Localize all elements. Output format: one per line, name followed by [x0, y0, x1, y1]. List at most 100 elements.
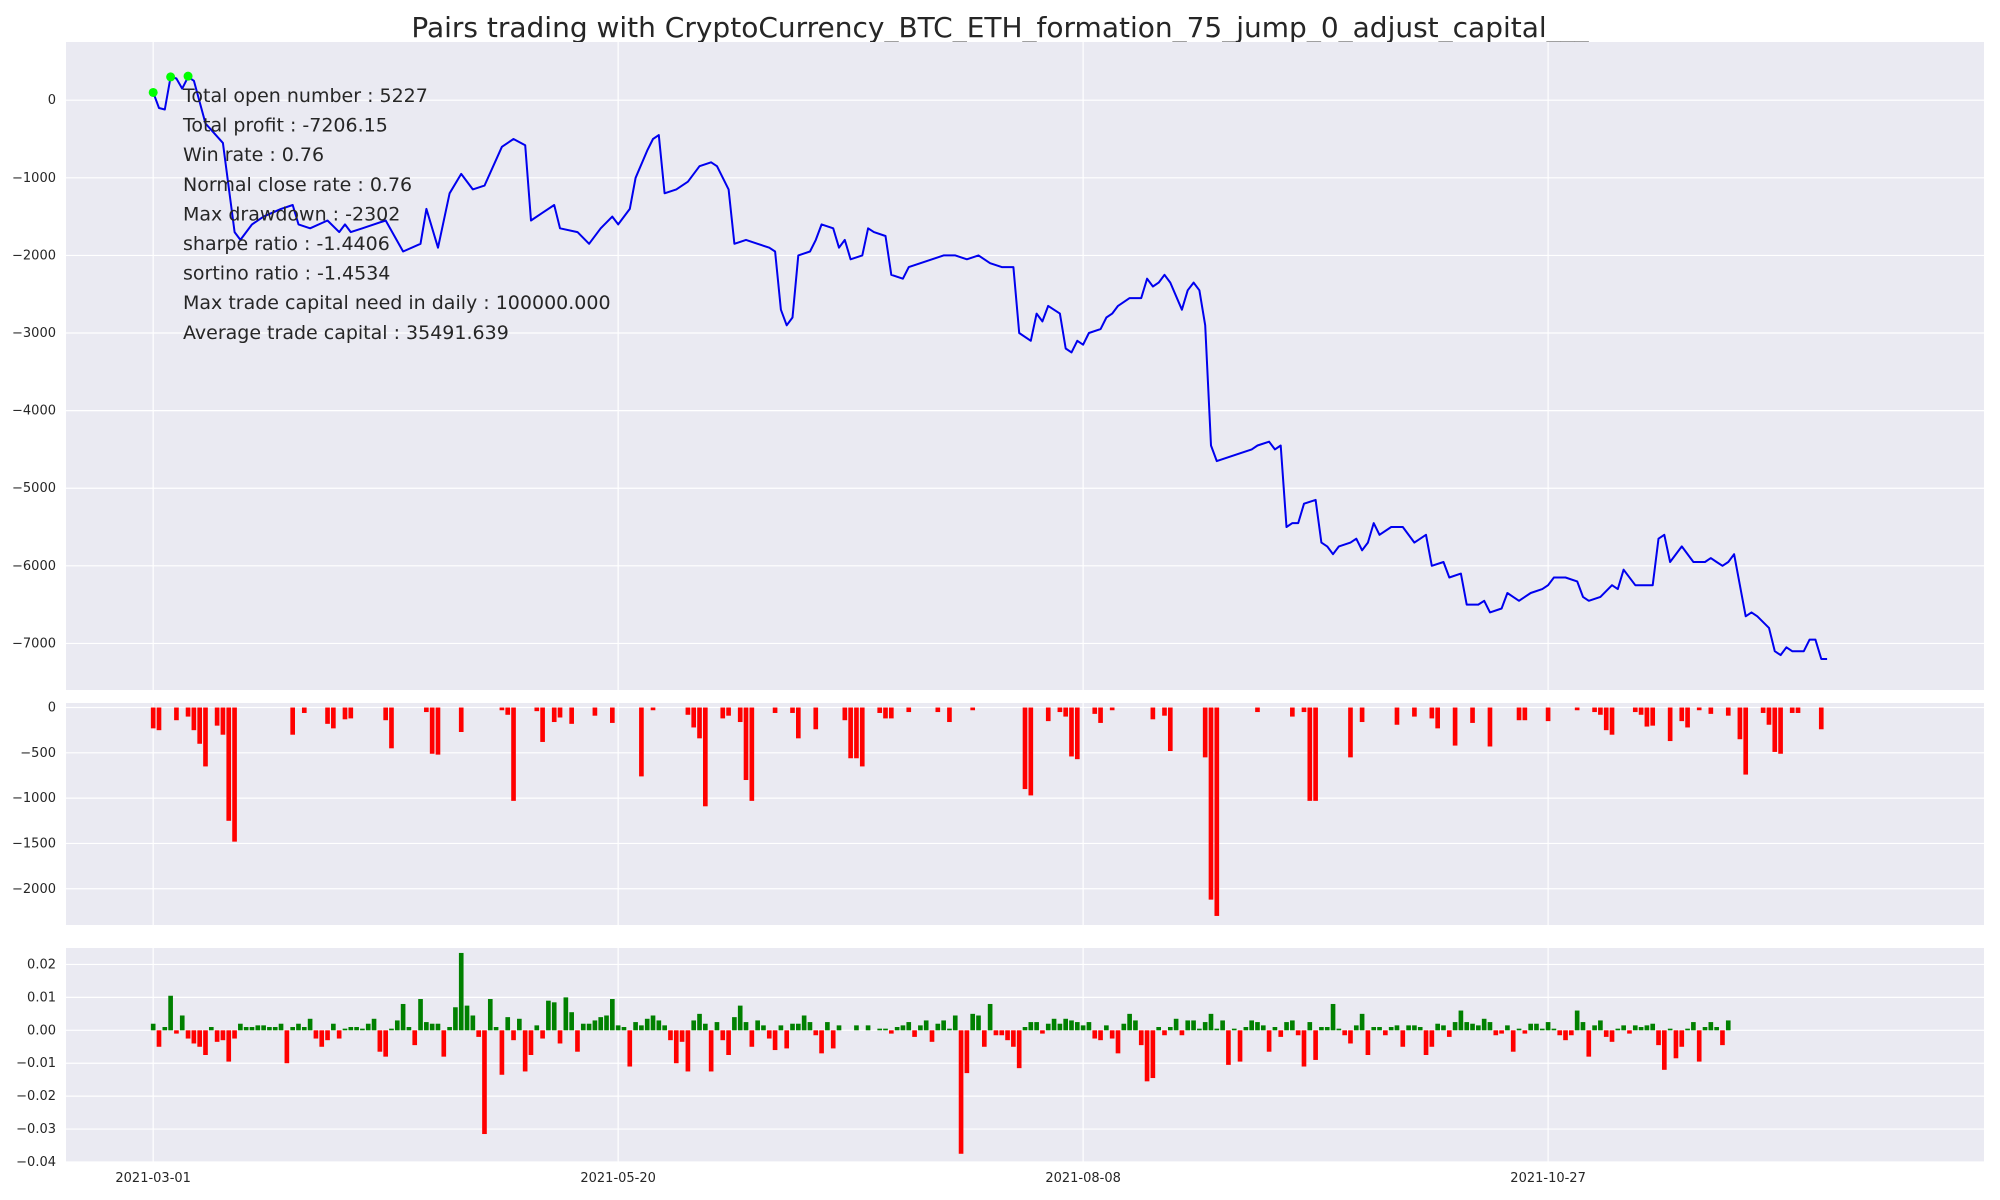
return-bar — [1412, 1025, 1417, 1031]
return-bar — [952, 1015, 958, 1031]
return-bar — [191, 1030, 197, 1044]
drawdown-bar — [1574, 707, 1580, 711]
return-bar — [796, 1023, 801, 1031]
drawdown-bar — [499, 707, 505, 711]
return-bar — [1377, 1027, 1382, 1031]
return-bar — [575, 1030, 580, 1052]
stat-line: Average trade capital : 35491.639 — [183, 322, 509, 344]
return-bar — [1063, 1018, 1069, 1031]
return-bar — [999, 1030, 1005, 1036]
return-bar — [981, 1030, 987, 1047]
return-bar — [255, 1025, 261, 1031]
returns-grid — [66, 948, 1984, 1163]
drawdown-bar — [1545, 707, 1551, 722]
y-tick-label: −3000 — [12, 326, 56, 341]
drawdown-bar — [557, 707, 563, 718]
return-bar — [534, 1025, 540, 1031]
drawdown-bar — [1150, 707, 1156, 720]
drawdown-bar — [796, 707, 801, 739]
drawdown-bar — [685, 707, 691, 715]
drawdown-bar — [1522, 707, 1528, 721]
drawdown-bar — [1208, 707, 1214, 900]
return-bar — [1563, 1030, 1568, 1041]
return-bar — [673, 1030, 679, 1064]
return-bar — [1406, 1025, 1411, 1031]
return-bar — [1476, 1025, 1481, 1031]
drawdown-bar — [842, 707, 848, 721]
drawdown-bar — [1679, 707, 1685, 722]
drawdown-marks — [150, 707, 1824, 916]
return-bar — [708, 1030, 714, 1072]
x-tick-label: 2021-03-01 — [115, 1171, 191, 1186]
drawdown-bar — [534, 707, 540, 712]
return-bar — [331, 1023, 336, 1031]
drawdown-bar — [1789, 707, 1795, 713]
drawdown-bar — [1348, 707, 1353, 758]
drawdown-bar — [435, 707, 441, 755]
drawdown-bar — [389, 707, 394, 749]
drawdown-y-ticks: 0 −500 −1000 −1500 −2000 — [12, 701, 56, 897]
return-bar — [1167, 1027, 1173, 1031]
return-bar — [540, 1030, 545, 1039]
return-bar — [604, 1015, 609, 1031]
y-tick-label: −4000 — [12, 404, 56, 419]
return-bar — [883, 1028, 888, 1031]
return-bar — [557, 1030, 563, 1044]
drawdown-bar — [1063, 707, 1069, 717]
y-tick-label: 0.01 — [27, 990, 56, 1005]
drawdown-bar — [1470, 707, 1475, 723]
return-bar — [1539, 1028, 1545, 1031]
return-bar — [1069, 1020, 1074, 1031]
return-bar — [923, 1020, 929, 1031]
return-bar — [453, 1007, 458, 1031]
return-bar — [1220, 1020, 1225, 1031]
return-bar — [214, 1030, 220, 1042]
return-bar — [348, 1027, 354, 1031]
return-bar — [1679, 1030, 1685, 1047]
return-bar — [1569, 1030, 1574, 1036]
drawdown-bar — [569, 707, 574, 724]
return-bar — [1452, 1022, 1458, 1031]
return-bar — [1133, 1020, 1138, 1031]
return-bar — [790, 1023, 795, 1031]
return-bar — [615, 1025, 621, 1031]
drawdown-bar — [150, 707, 156, 729]
drawdown-bar — [1603, 707, 1609, 731]
return-bar — [1307, 1022, 1313, 1031]
return-bar — [226, 1030, 232, 1062]
return-bar — [1231, 1028, 1237, 1031]
return-bar — [377, 1030, 383, 1052]
return-bar — [1074, 1022, 1080, 1031]
return-bar — [1516, 1028, 1522, 1031]
return-bar — [174, 1030, 179, 1034]
return-bar — [964, 1030, 970, 1074]
drawdown-bar — [214, 707, 220, 726]
return-bar — [406, 1027, 412, 1031]
return-bar — [284, 1030, 290, 1064]
return-bar — [755, 1020, 760, 1031]
drawdown-bar — [174, 707, 179, 721]
drawdown-bar — [1167, 707, 1173, 752]
return-bar — [505, 1017, 511, 1031]
drawdown-bar — [1290, 707, 1295, 717]
return-bar — [354, 1027, 359, 1031]
return-bar — [156, 1030, 162, 1047]
return-bar — [1708, 1022, 1714, 1031]
drawdown-bar — [1162, 707, 1167, 716]
return-bar — [900, 1025, 906, 1031]
return-bar — [935, 1023, 941, 1031]
return-bar — [1353, 1025, 1359, 1031]
return-bar — [249, 1027, 255, 1031]
drawdown-bar — [697, 707, 702, 739]
return-bar — [447, 1027, 452, 1031]
drawdown-bar — [1435, 707, 1440, 729]
return-bar — [1696, 1030, 1702, 1062]
drawdown-bar — [737, 707, 743, 723]
return-bar — [493, 1027, 499, 1031]
drawdown-bar — [1632, 707, 1638, 713]
drawdown-bar — [970, 707, 976, 711]
return-bar — [1388, 1027, 1394, 1031]
return-bar — [1080, 1025, 1086, 1031]
drawdown-bar — [1516, 707, 1522, 721]
drawdown-bar — [1667, 707, 1673, 742]
